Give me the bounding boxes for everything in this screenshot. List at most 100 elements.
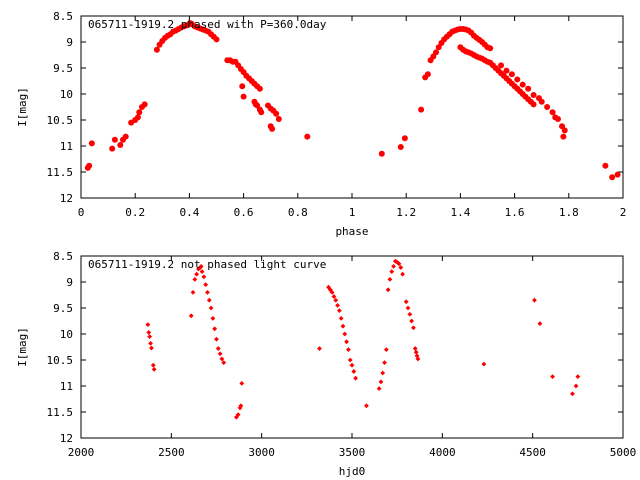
data-point bbox=[487, 45, 494, 52]
data-point bbox=[382, 360, 387, 365]
tick-marks bbox=[80, 15, 624, 199]
data-point bbox=[210, 316, 216, 321]
data-point bbox=[198, 264, 204, 269]
data-point bbox=[86, 162, 93, 169]
data-point bbox=[134, 114, 141, 121]
y-tick-labels: 8.5 9 9.5 10 10.5 11 11.5 12 bbox=[47, 250, 74, 445]
data-point bbox=[146, 330, 152, 335]
data-point bbox=[122, 133, 129, 140]
y-tick-label: 11.5 bbox=[47, 406, 74, 419]
data-point bbox=[345, 347, 351, 352]
y-tick-label: 11 bbox=[60, 380, 73, 393]
data-point bbox=[407, 311, 413, 317]
data-point bbox=[550, 374, 555, 380]
x-tick-label: 0.8 bbox=[288, 206, 308, 219]
x-tick-label: 3000 bbox=[248, 446, 275, 459]
data-point bbox=[205, 290, 210, 295]
data-point bbox=[401, 135, 408, 142]
x-tick-labels: 0 0.2 0.4 0.6 0.8 1 1.2 1.4 1.6 1.8 2 bbox=[78, 206, 627, 219]
data-point bbox=[403, 299, 409, 305]
data-point bbox=[203, 282, 209, 287]
y-tick-labels: 8.5 9 9.5 10 10.5 11 11.5 12 bbox=[47, 10, 74, 205]
plot-frame bbox=[80, 255, 624, 439]
x-tick-label: 4000 bbox=[429, 446, 456, 459]
data-point bbox=[614, 171, 621, 178]
data-point bbox=[206, 297, 212, 303]
data-point bbox=[333, 297, 339, 303]
data-point bbox=[109, 145, 116, 152]
data-point bbox=[151, 366, 157, 372]
data-point bbox=[239, 83, 246, 90]
data-point bbox=[217, 351, 223, 357]
data-point bbox=[147, 334, 153, 339]
data-point bbox=[391, 264, 396, 269]
data-point bbox=[208, 305, 214, 311]
data-point bbox=[364, 403, 369, 409]
data-point bbox=[532, 297, 537, 303]
x-tick-label: 0 bbox=[78, 206, 85, 219]
data-point bbox=[575, 374, 581, 380]
x-tick-label: 3500 bbox=[339, 446, 366, 459]
data-point bbox=[378, 379, 384, 385]
data-point bbox=[353, 375, 359, 381]
y-tick-label: 10 bbox=[60, 88, 73, 101]
data-point bbox=[398, 265, 404, 270]
y-tick-label: 9 bbox=[66, 276, 73, 289]
data-point bbox=[188, 313, 194, 319]
data-point bbox=[194, 271, 200, 277]
data-point bbox=[335, 303, 340, 308]
y-tick-label: 11.5 bbox=[47, 166, 74, 179]
data-point bbox=[150, 362, 156, 368]
data-point bbox=[424, 71, 431, 78]
data-point bbox=[213, 36, 220, 43]
y-tick-label: 10.5 bbox=[47, 354, 74, 367]
data-point bbox=[351, 369, 357, 374]
x-tick-label: 2500 bbox=[158, 446, 185, 459]
y-axis-title: I[mag] bbox=[16, 327, 29, 367]
data-point bbox=[418, 106, 425, 113]
data-point bbox=[530, 101, 537, 108]
y-tick-label: 8.5 bbox=[53, 10, 73, 23]
data-point bbox=[239, 381, 245, 386]
data-point bbox=[221, 360, 227, 365]
y-tick-label: 9.5 bbox=[53, 302, 73, 315]
data-point bbox=[214, 336, 219, 342]
x-axis-title: phase bbox=[335, 225, 368, 238]
data-point bbox=[347, 357, 353, 363]
data-point bbox=[537, 321, 543, 326]
x-tick-label: 2000 bbox=[68, 446, 95, 459]
data-point bbox=[331, 294, 337, 299]
unphased-light-curve-panel: 2000 2500 3000 3500 4000 4500 5000 8.5 9 9.5 10 10… bbox=[16, 250, 636, 478]
x-tick-label: 2 bbox=[620, 206, 627, 219]
data-point bbox=[215, 346, 221, 351]
data-point bbox=[145, 322, 151, 328]
x-tick-label: 1 bbox=[349, 206, 356, 219]
data-point bbox=[409, 318, 415, 324]
phased-light-curve-panel: 0 0.2 0.4 0.6 0.8 1 1.2 1.4 1.6 1.8 2 8.5 9 9.5 10 10.… bbox=[16, 10, 626, 238]
x-tick-label: 1.4 bbox=[450, 206, 470, 219]
chart-title: 065711-1919.2 not phased light curve bbox=[88, 258, 326, 271]
data-point bbox=[327, 287, 333, 293]
data-point bbox=[141, 101, 148, 108]
chart-title: 065711-1919.2 phased with P=360.0day bbox=[88, 18, 327, 31]
y-tick-label: 11 bbox=[60, 140, 73, 153]
y-tick-label: 12 bbox=[60, 432, 73, 445]
y-tick-label: 9.5 bbox=[53, 62, 73, 75]
data-point bbox=[136, 109, 143, 116]
data-point bbox=[219, 356, 225, 362]
x-tick-labels: 2000 2500 3000 3500 4000 4500 5000 bbox=[68, 446, 637, 459]
data-point bbox=[240, 93, 247, 100]
data-point bbox=[525, 85, 532, 92]
y-tick-label: 12 bbox=[60, 192, 73, 205]
data-point bbox=[338, 316, 344, 321]
data-point bbox=[538, 98, 545, 105]
y-tick-label: 8.5 bbox=[53, 250, 73, 263]
data-point bbox=[481, 361, 487, 367]
data-point bbox=[397, 144, 404, 151]
data-point bbox=[235, 412, 241, 417]
data-point bbox=[275, 115, 282, 122]
y-tick-label: 10.5 bbox=[47, 114, 74, 127]
data-point bbox=[385, 287, 391, 293]
tick-marks bbox=[80, 255, 624, 439]
data-point bbox=[196, 266, 201, 272]
